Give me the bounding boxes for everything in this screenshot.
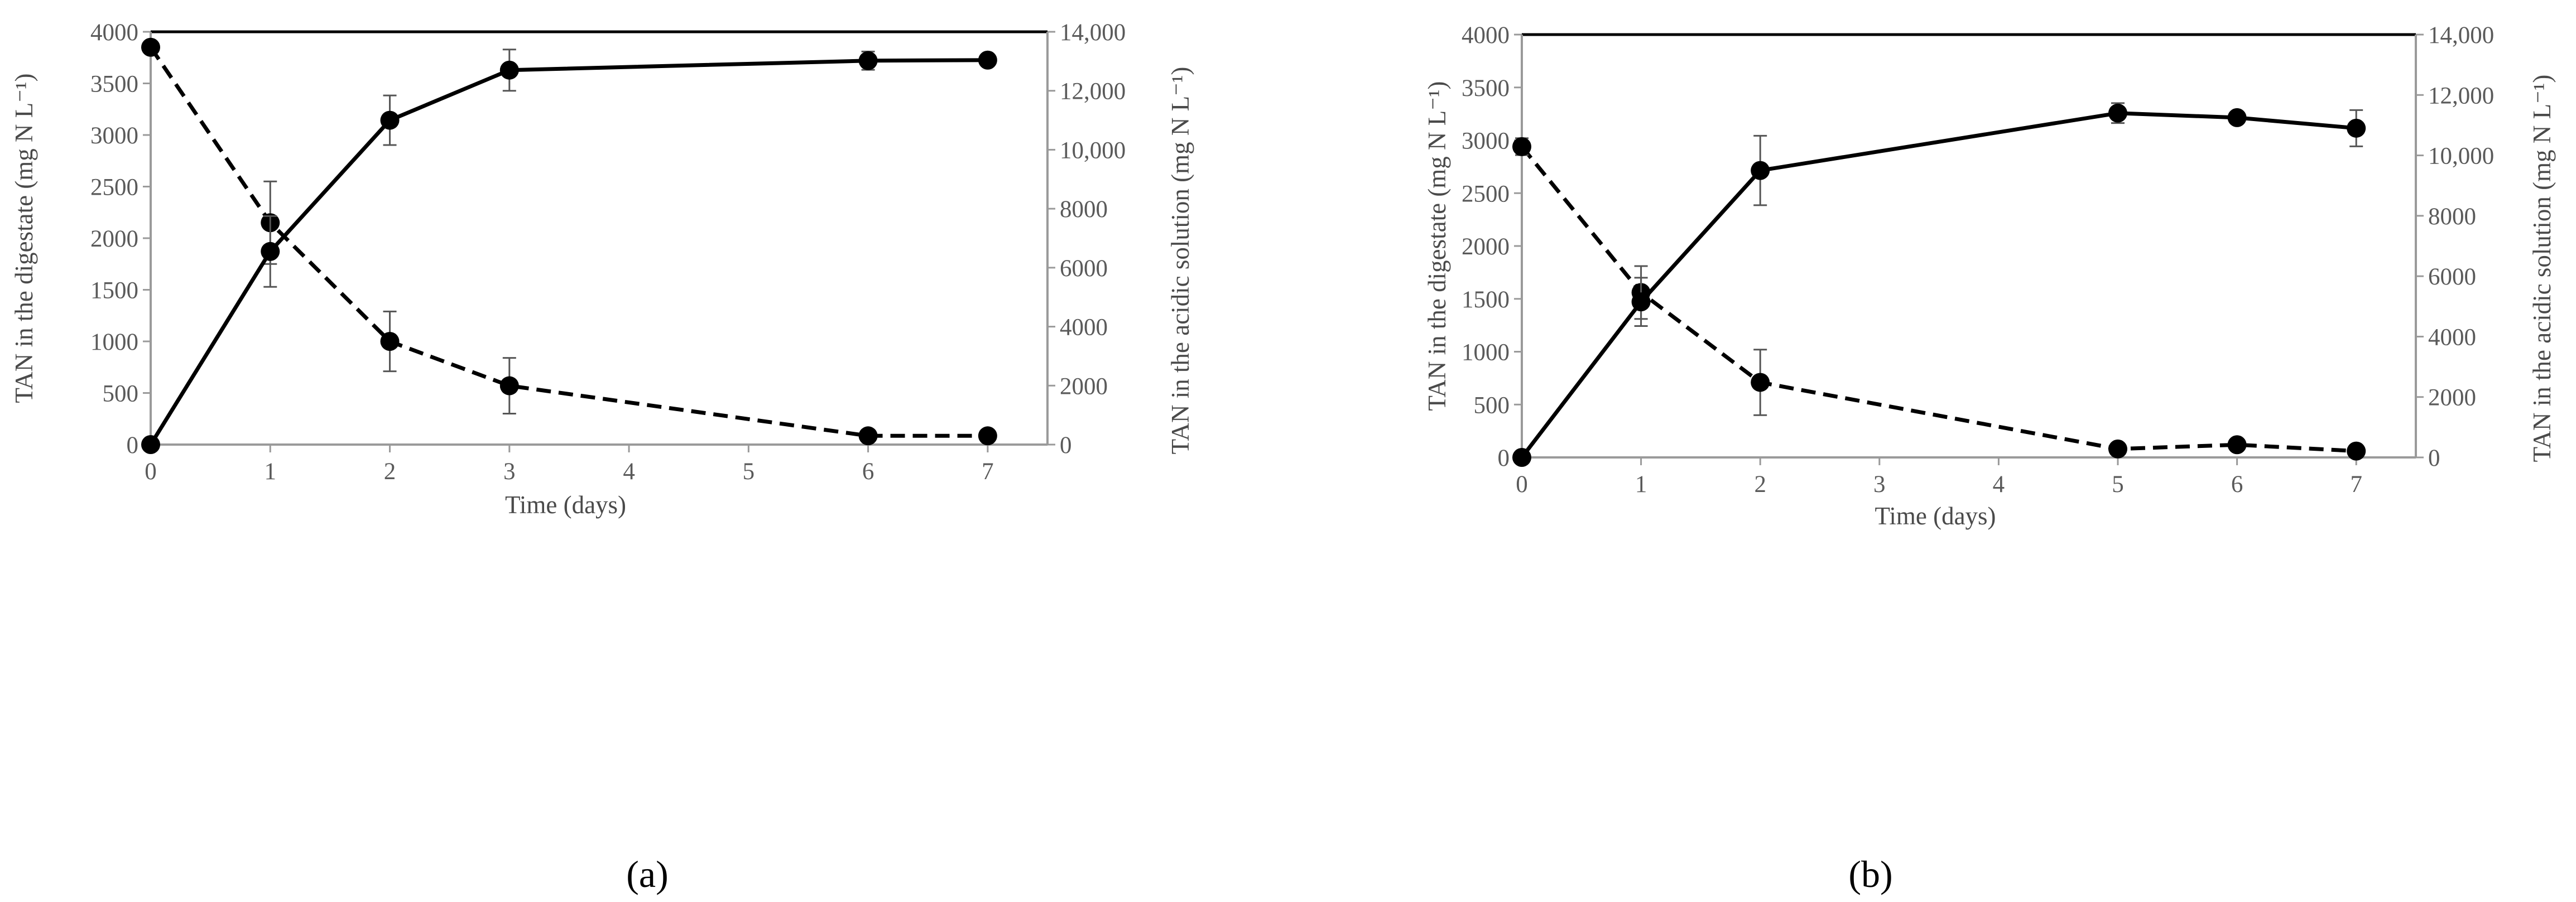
y2-axis-title: TAN in the acidic solution (mg N L⁻¹) bbox=[2528, 75, 2556, 462]
x-tick-label: 0 bbox=[145, 459, 157, 485]
x-tick-label: 4 bbox=[1993, 471, 2005, 498]
y-tick-label: 2500 bbox=[90, 175, 138, 201]
x-tick-label: 0 bbox=[1516, 471, 1528, 498]
data-point bbox=[2108, 103, 2127, 123]
y-tick-label: 500 bbox=[1474, 392, 1510, 418]
y-tick-label: 1500 bbox=[90, 278, 138, 304]
y-tick-label: 1000 bbox=[90, 329, 138, 355]
data-point bbox=[2108, 439, 2127, 459]
x-axis-title: Time (days) bbox=[505, 491, 626, 519]
data-point bbox=[261, 242, 280, 261]
data-point bbox=[2227, 108, 2247, 127]
y2-tick-label: 6000 bbox=[1060, 255, 1108, 282]
y2-tick-label: 2000 bbox=[1060, 373, 1108, 399]
y-tick-label: 3000 bbox=[1462, 128, 1510, 155]
x-tick-label: 6 bbox=[2231, 471, 2243, 498]
y2-tick-label: 10,000 bbox=[1060, 137, 1126, 163]
x-tick-label: 7 bbox=[982, 459, 994, 485]
data-point bbox=[1512, 137, 1531, 156]
chart-panel-a: 0 1 2 3 4 5 6 7 0 500 1000 1500 2000 2500 3000 3500 4000… bbox=[10, 20, 1194, 519]
data-point bbox=[858, 51, 878, 70]
y2-tick-label: 8000 bbox=[1060, 196, 1108, 223]
data-point bbox=[380, 332, 400, 351]
y2-tick-label: 6000 bbox=[2428, 264, 2476, 290]
y-axis-title: TAN in the digestate (mg N L⁻¹) bbox=[1423, 81, 1451, 411]
y2-tick-label: 0 bbox=[1060, 432, 1072, 459]
y-tick-label: 3000 bbox=[90, 123, 138, 149]
data-point bbox=[978, 426, 997, 446]
data-point bbox=[1751, 161, 1770, 180]
chart-panel-b: 0 1 2 3 4 5 6 7 0 500 1000 1500 2000 2500 3000 3500 4000… bbox=[1423, 22, 2556, 530]
data-point bbox=[2227, 435, 2247, 455]
y2-tick-label: 14,000 bbox=[1060, 20, 1126, 46]
x-tick-label: 2 bbox=[384, 459, 396, 485]
data-point bbox=[380, 110, 400, 130]
y-tick-label: 3500 bbox=[90, 71, 138, 98]
x-tick-label: 5 bbox=[743, 459, 755, 485]
y-tick-label: 1000 bbox=[1462, 340, 1510, 366]
x-axis-title: Time (days) bbox=[1875, 502, 1996, 530]
data-point bbox=[141, 37, 160, 57]
y-tick-label: 4000 bbox=[1462, 22, 1510, 49]
data-point bbox=[2347, 441, 2366, 461]
panel-label-b: (b) bbox=[1848, 853, 1892, 895]
x-tick-label: 4 bbox=[623, 459, 635, 485]
x-tick-label: 7 bbox=[2350, 471, 2362, 498]
series-line-digestate bbox=[149, 46, 988, 438]
y-tick-label: 2000 bbox=[90, 226, 138, 252]
y2-tick-label: 12,000 bbox=[1060, 79, 1126, 105]
y-tick-label: 3500 bbox=[1462, 75, 1510, 102]
y2-tick-label: 4000 bbox=[2428, 324, 2476, 350]
x-tick-label: 1 bbox=[1635, 471, 1647, 498]
y2-axis-title: TAN in the acidic solution (mg N L⁻¹) bbox=[1166, 67, 1194, 455]
data-point bbox=[141, 435, 160, 454]
y-tick-label: 0 bbox=[1498, 445, 1510, 471]
y2-tick-label: 2000 bbox=[2428, 385, 2476, 411]
data-point bbox=[1751, 373, 1770, 392]
y-tick-label: 500 bbox=[103, 381, 139, 407]
y-tick-label: 2000 bbox=[1462, 234, 1510, 260]
y-tick-label: 4000 bbox=[90, 20, 138, 46]
data-point bbox=[499, 376, 519, 395]
data-point bbox=[499, 60, 519, 80]
y-tick-label: 1500 bbox=[1462, 287, 1510, 313]
y2-tick-label: 4000 bbox=[1060, 315, 1108, 341]
series-line-acidic-solution bbox=[149, 58, 988, 446]
data-point bbox=[1512, 448, 1531, 467]
y2-tick-label: 10,000 bbox=[2428, 143, 2494, 170]
x-tick-label: 1 bbox=[265, 459, 277, 485]
x-tick-label: 3 bbox=[1873, 471, 1886, 498]
y2-tick-label: 14,000 bbox=[2428, 22, 2494, 49]
x-tick-label: 6 bbox=[862, 459, 874, 485]
series-line-digestate bbox=[1520, 145, 2357, 454]
y-axis-title: TAN in the digestate (mg N L⁻¹) bbox=[10, 74, 38, 403]
x-tick-label: 3 bbox=[503, 459, 516, 485]
panel-label-a: (a) bbox=[626, 853, 668, 895]
data-point bbox=[1631, 292, 1651, 312]
y2-tick-label: 0 bbox=[2428, 445, 2440, 471]
data-point bbox=[978, 50, 997, 70]
y-tick-label: 0 bbox=[127, 432, 139, 459]
data-point bbox=[2347, 118, 2366, 138]
y2-tick-label: 8000 bbox=[2428, 204, 2476, 230]
series-line-acidic-solution bbox=[1520, 111, 2357, 459]
x-tick-label: 2 bbox=[1754, 471, 1766, 498]
x-tick-label: 5 bbox=[2112, 471, 2124, 498]
y2-tick-label: 12,000 bbox=[2428, 83, 2494, 109]
y-tick-label: 2500 bbox=[1462, 181, 1510, 207]
data-point bbox=[858, 426, 878, 446]
